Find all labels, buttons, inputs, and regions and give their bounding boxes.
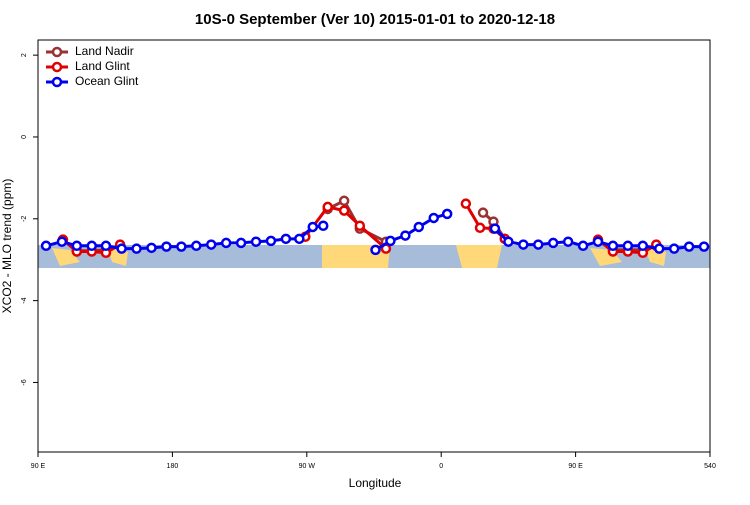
x-tick-label: 90 E [568,463,583,470]
point [533,239,544,250]
point [413,221,425,233]
x-tick-label: 180 [167,463,179,470]
point [370,244,381,256]
point [294,233,305,245]
y-tick-label: -2 [21,216,28,222]
series-line [45,212,705,252]
point [100,240,112,252]
point [146,242,157,254]
point [503,236,514,247]
legend-marker [51,46,63,58]
point [56,236,68,247]
y-tick-label: 0 [21,135,28,139]
point [338,205,350,216]
point [592,236,604,247]
point [518,239,529,250]
legend-label: Land Nadir [75,44,134,58]
point [477,207,489,218]
point [653,243,665,254]
point [265,235,277,247]
point [562,236,574,247]
point [385,235,396,247]
point [205,239,217,250]
point [176,241,187,252]
point [668,243,680,254]
point [489,223,501,234]
point [161,241,172,252]
y-tick-label: 2 [21,53,28,57]
y-axis-label: XCO2 - MLO trend (ppm) [0,179,14,314]
x-tick-label: 90 E [31,463,46,470]
point [191,240,202,252]
y-tick-label: -4 [21,297,28,303]
y-tick-label: -6 [21,379,28,385]
point [86,240,98,252]
plot-frame [37,39,711,453]
point [71,240,83,252]
x-axis-label: Longitude [349,476,402,490]
chart-title: 10S-0 September (Ver 10) 2015-01-01 to 2… [195,11,555,28]
point [307,221,319,233]
point [637,240,649,252]
x-tick-label: 0 [439,463,443,470]
point [131,243,142,254]
point [400,230,411,241]
point [577,240,589,252]
legend-label: Land Glint [75,59,130,73]
point [547,237,559,249]
legend-marker [51,76,63,88]
point [441,208,453,220]
point [460,198,472,209]
point [220,237,232,249]
point [280,233,292,245]
point [698,241,710,252]
x-tick-label: 90 W [299,463,316,470]
point [474,222,486,234]
point [40,240,52,252]
legend-label: Ocean Glint [75,74,139,88]
point [235,237,247,249]
point [116,243,127,254]
x-tick-label: 540 [704,463,716,470]
point [683,241,695,252]
point [428,212,439,224]
point [317,220,329,231]
legend-marker [51,61,63,73]
point [607,240,619,252]
map-strip [38,245,710,268]
point [354,220,366,231]
point [622,240,634,252]
point [322,201,333,213]
point [338,195,350,207]
plot-area [40,195,710,259]
point [250,236,262,247]
